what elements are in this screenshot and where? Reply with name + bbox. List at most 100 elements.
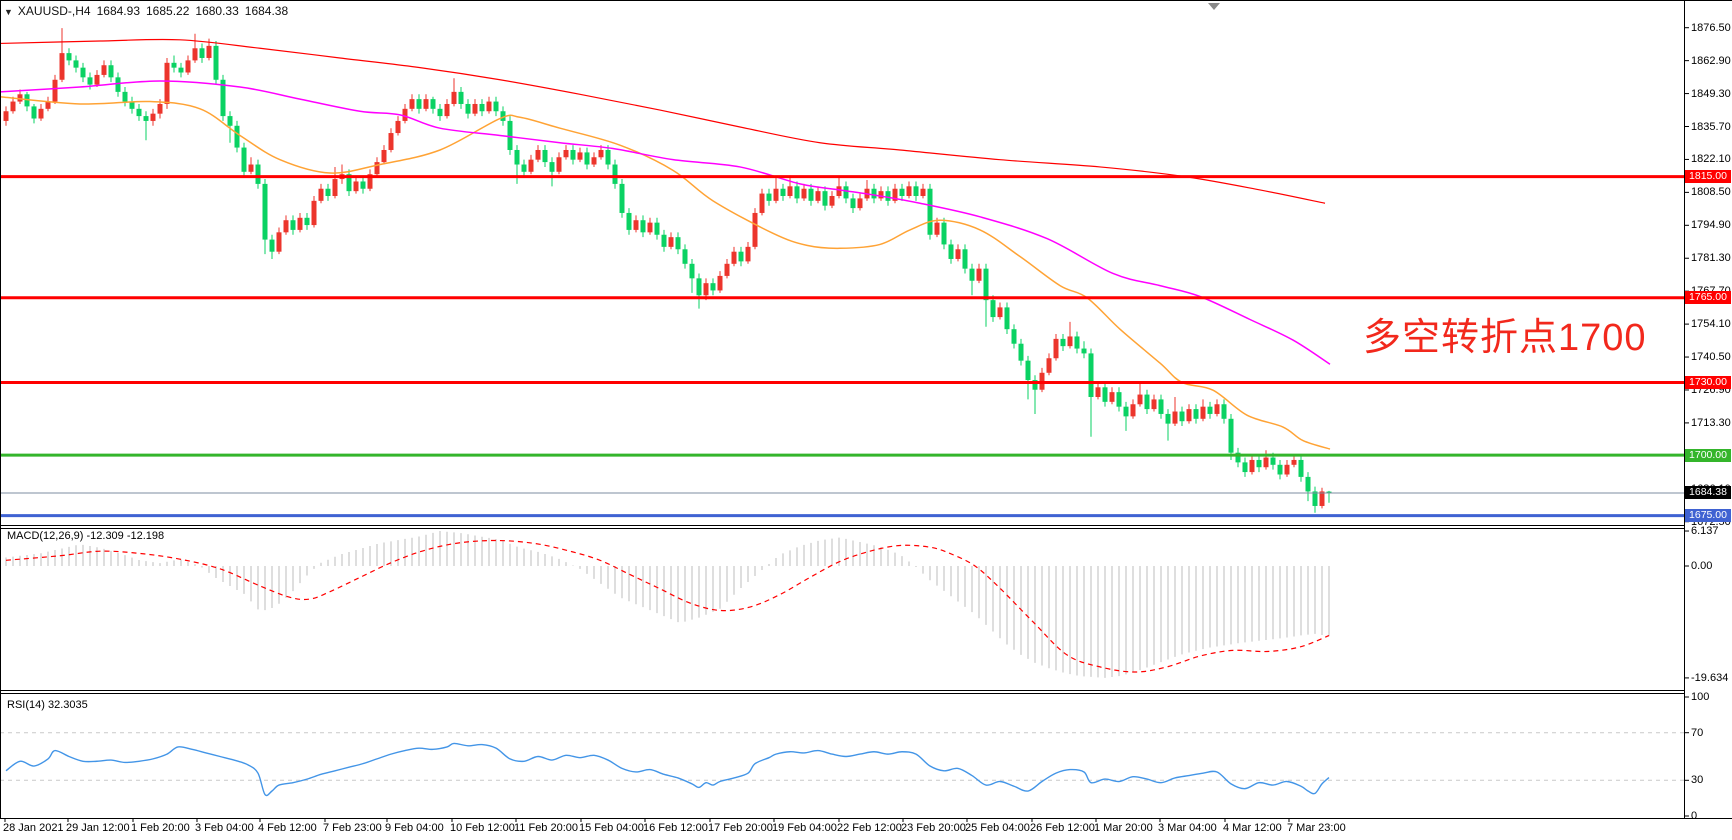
candle-body [437, 108, 443, 117]
price-tick-label: 1713.30 [1691, 416, 1731, 429]
macd-label: MACD(12,26,9) -12.309 -12.198 [7, 530, 165, 542]
candle-body [486, 101, 492, 112]
candle-body [409, 99, 415, 109]
candle-body [1186, 409, 1192, 422]
candle-body [283, 220, 289, 233]
candle-body [906, 186, 912, 197]
candle-body [1067, 336, 1073, 347]
time-tick-label: 29 Jan 12:00 [66, 822, 130, 834]
candle-body [479, 103, 485, 112]
rsi-value: 32.3035 [47, 699, 88, 711]
chart-title: ▼ XAUUSD-,H4 1684.93 1685.22 1680.33 1684.38 [4, 4, 294, 18]
candle-body [794, 186, 800, 199]
candle-body [1291, 459, 1297, 465]
candle-body [1130, 404, 1136, 417]
candle-body [626, 212, 632, 230]
candle-body [458, 91, 464, 104]
candle-body [738, 251, 744, 262]
time-tick-label: 23 Feb 20:00 [901, 822, 966, 834]
candle-body [829, 196, 835, 206]
candle-body [353, 181, 359, 192]
candle-body [1053, 338, 1059, 359]
candle-body [962, 249, 968, 269]
candle-body [10, 101, 16, 112]
candle-body [570, 149, 576, 160]
candle-body [108, 65, 114, 78]
candle-body [402, 108, 408, 121]
candle-body [647, 222, 653, 233]
candle-body [717, 275, 723, 291]
candle-body [192, 48, 198, 61]
candle-body [927, 188, 933, 235]
ohlc-low: 1680.33 [195, 4, 239, 18]
candle-body [703, 283, 709, 296]
rsi-label: RSI(14) 32.3035 [7, 699, 88, 711]
time-tick-label: 15 Feb 04:00 [579, 822, 644, 834]
candle-body [1263, 457, 1269, 468]
candle-body [101, 65, 107, 75]
candle-body [374, 162, 380, 175]
candle-body [913, 186, 919, 197]
candle-body [199, 48, 205, 58]
candle-body [143, 116, 149, 121]
candle-body [297, 217, 303, 230]
candle-body [87, 77, 93, 85]
candle-body [885, 191, 891, 201]
candle-body [59, 53, 65, 80]
candle-body [1074, 336, 1080, 349]
candle-body [500, 111, 506, 121]
time-tick-label: 9 Feb 04:00 [385, 822, 444, 834]
price-tick-label: 1862.90 [1691, 54, 1731, 67]
candle-body [255, 164, 261, 184]
candle-body [17, 94, 23, 102]
candle-body [920, 188, 926, 197]
candle-body [311, 200, 317, 226]
candle-body [171, 62, 177, 68]
time-tick-label: 19 Feb 04:00 [772, 822, 837, 834]
candle-body [1123, 406, 1129, 417]
candle-body [1032, 380, 1038, 390]
candle-body [248, 164, 254, 172]
candle-body [1214, 404, 1220, 414]
candle-body [1305, 476, 1311, 492]
macd-tick-label: 0.00 [1691, 560, 1713, 572]
candle-body [598, 149, 604, 158]
candle-body [1228, 418, 1234, 453]
candle-body [983, 268, 989, 301]
candle-body [1207, 406, 1213, 414]
candle-body [955, 249, 961, 259]
candle-body [1060, 338, 1066, 347]
candle-body [1172, 411, 1178, 424]
time-tick-label: 3 Mar 04:00 [1158, 822, 1217, 834]
candle-body [801, 188, 807, 199]
chart-shift-marker-icon [1208, 3, 1220, 10]
rsi-tick-label: 0 [1691, 810, 1698, 822]
candle-body [1200, 406, 1206, 419]
candle-body [304, 217, 310, 226]
candle-body [1137, 394, 1143, 405]
candle-body [710, 283, 716, 291]
ohlc-high: 1685.22 [146, 4, 190, 18]
rsi-line [5, 742, 1330, 797]
symbol-timeframe: XAUUSD-,H4 [17, 4, 91, 18]
rsi-tick-label: 100 [1691, 691, 1710, 703]
candle-body [178, 67, 184, 73]
candle-body [640, 220, 646, 233]
candle-body [241, 147, 247, 172]
time-tick-label: 4 Feb 12:00 [258, 822, 317, 834]
candle-body [745, 246, 751, 262]
time-tick-label: 3 Feb 04:00 [195, 822, 254, 834]
candle-body [416, 99, 422, 109]
time-tick-label: 17 Feb 20:00 [708, 822, 773, 834]
candle-body [1081, 348, 1087, 354]
rsi-tick-label: 70 [1691, 726, 1704, 739]
candle-body [1046, 358, 1052, 373]
candle-body [549, 162, 555, 172]
candle-body [66, 53, 72, 61]
time-tick-label: 7 Mar 23:00 [1287, 822, 1346, 834]
candle-body [1165, 413, 1171, 424]
candle-body [227, 116, 233, 126]
symbol-dropdown-icon[interactable]: ▼ [4, 7, 13, 17]
candle-body [675, 237, 681, 250]
